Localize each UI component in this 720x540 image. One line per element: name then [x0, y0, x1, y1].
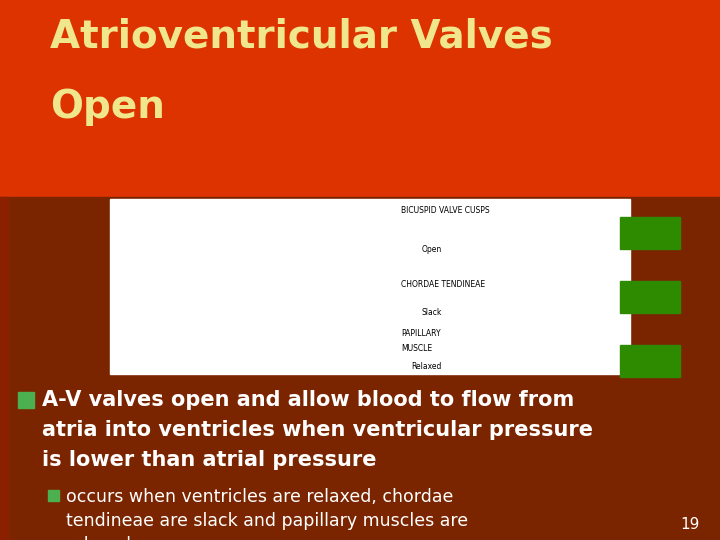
Text: tendineae are slack and papillary muscles are: tendineae are slack and papillary muscle…: [66, 512, 468, 530]
Bar: [620, 217, 680, 248]
Text: Atrioventricular Valves: Atrioventricular Valves: [50, 18, 553, 56]
Bar: [620, 281, 680, 313]
Text: Relaxed: Relaxed: [411, 362, 441, 371]
Text: Slack: Slack: [421, 308, 441, 316]
Text: CHORDAE TENDINEAE: CHORDAE TENDINEAE: [401, 280, 485, 288]
Text: BICUSPID VALVE CUSPS: BICUSPID VALVE CUSPS: [401, 206, 490, 215]
Text: relaxed: relaxed: [66, 536, 131, 540]
Bar: [0, 0, 720, 197]
Bar: [0, 197, 8, 540]
Text: Open: Open: [50, 88, 165, 126]
Bar: [18, 392, 34, 408]
Text: 19: 19: [680, 517, 700, 532]
Text: PAPILLARY: PAPILLARY: [401, 329, 441, 338]
Text: Open: Open: [421, 245, 441, 254]
Text: occurs when ventricles are relaxed, chordae: occurs when ventricles are relaxed, chor…: [66, 488, 454, 506]
Text: MUSCLE: MUSCLE: [401, 345, 432, 353]
Bar: [48, 490, 59, 501]
Bar: [0, 197, 720, 540]
Text: A-V valves open and allow blood to flow from: A-V valves open and allow blood to flow …: [42, 390, 575, 410]
Bar: [110, 199, 630, 374]
Bar: [620, 345, 680, 376]
Text: is lower than atrial pressure: is lower than atrial pressure: [42, 450, 377, 470]
Text: atria into ventricles when ventricular pressure: atria into ventricles when ventricular p…: [42, 420, 593, 440]
